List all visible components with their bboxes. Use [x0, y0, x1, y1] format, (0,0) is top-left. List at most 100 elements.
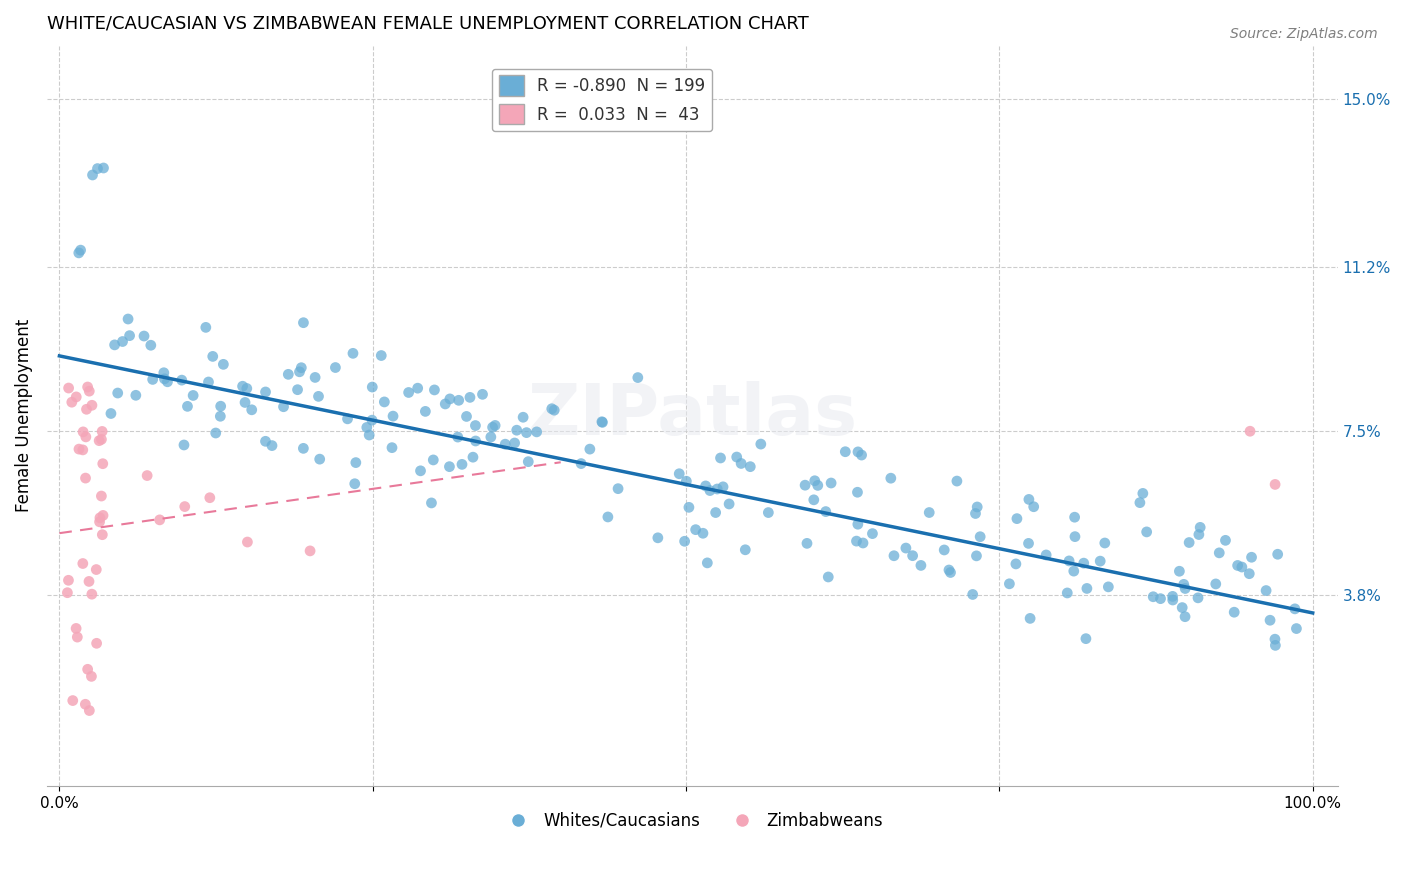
- Point: [1205, 577, 1227, 591]
- Point: [373, 395, 395, 409]
- Point: [76, 380, 98, 394]
- Point: [67, 246, 90, 260]
- Point: [1178, 535, 1201, 549]
- Point: [939, 566, 962, 580]
- Point: [1161, 590, 1184, 604]
- Point: [591, 415, 613, 429]
- Point: [1171, 600, 1194, 615]
- Point: [398, 385, 420, 400]
- Point: [526, 425, 548, 439]
- Point: [65, 390, 87, 404]
- Point: [117, 312, 139, 326]
- Point: [938, 563, 960, 577]
- Point: [447, 393, 470, 408]
- Point: [72, 442, 94, 457]
- Point: [1264, 477, 1286, 491]
- Point: [209, 399, 232, 413]
- Point: [77, 574, 100, 589]
- Point: [292, 442, 315, 456]
- Point: [1097, 580, 1119, 594]
- Point: [814, 505, 837, 519]
- Point: [198, 491, 221, 505]
- Point: [456, 409, 478, 424]
- Point: [299, 544, 322, 558]
- Point: [65, 622, 87, 636]
- Point: [91, 527, 114, 541]
- Point: [80, 587, 103, 601]
- Point: [76, 662, 98, 676]
- Point: [356, 420, 378, 434]
- Point: [706, 482, 728, 496]
- Point: [1187, 591, 1209, 605]
- Point: [277, 368, 299, 382]
- Point: [236, 382, 259, 396]
- Point: [969, 530, 991, 544]
- Point: [104, 338, 127, 352]
- Point: [1142, 590, 1164, 604]
- Point: [156, 375, 179, 389]
- Point: [851, 448, 873, 462]
- Point: [901, 549, 924, 563]
- Point: [136, 468, 159, 483]
- Point: [506, 423, 529, 437]
- Point: [84, 563, 107, 577]
- Point: [89, 511, 111, 525]
- Point: [359, 428, 381, 442]
- Point: [696, 556, 718, 570]
- Point: [201, 350, 224, 364]
- Point: [965, 507, 987, 521]
- Point: [1074, 632, 1097, 646]
- Point: [1056, 586, 1078, 600]
- Point: [1018, 492, 1040, 507]
- Point: [883, 549, 905, 563]
- Point: [58, 381, 80, 395]
- Point: [236, 535, 259, 549]
- Point: [343, 476, 366, 491]
- Point: [695, 479, 717, 493]
- Point: [197, 375, 219, 389]
- Point: [1284, 602, 1306, 616]
- Point: [458, 390, 481, 404]
- Point: [111, 334, 134, 349]
- Point: [212, 357, 235, 371]
- Point: [361, 380, 384, 394]
- Point: [1188, 527, 1211, 541]
- Point: [471, 387, 494, 401]
- Text: WHITE/CAUCASIAN VS ZIMBABWEAN FEMALE UNEMPLOYMENT CORRELATION CHART: WHITE/CAUCASIAN VS ZIMBABWEAN FEMALE UNE…: [46, 15, 808, 33]
- Point: [685, 523, 707, 537]
- Point: [749, 437, 772, 451]
- Point: [90, 489, 112, 503]
- Point: [439, 459, 461, 474]
- Point: [647, 531, 669, 545]
- Point: [62, 693, 84, 707]
- Point: [579, 442, 602, 456]
- Point: [90, 433, 112, 447]
- Point: [846, 517, 869, 532]
- Point: [965, 549, 987, 563]
- Point: [704, 506, 727, 520]
- Point: [517, 455, 540, 469]
- Point: [591, 416, 613, 430]
- Point: [76, 402, 98, 417]
- Point: [142, 372, 165, 386]
- Point: [1076, 582, 1098, 596]
- Point: [173, 500, 195, 514]
- Point: [692, 526, 714, 541]
- Point: [153, 366, 176, 380]
- Point: [1149, 591, 1171, 606]
- Point: [794, 478, 817, 492]
- Point: [72, 557, 94, 571]
- Point: [91, 425, 114, 439]
- Point: [675, 474, 697, 488]
- Point: [89, 515, 111, 529]
- Point: [894, 541, 917, 555]
- Point: [627, 370, 650, 384]
- Point: [204, 425, 226, 440]
- Point: [260, 439, 283, 453]
- Point: [699, 483, 721, 498]
- Point: [846, 485, 869, 500]
- Point: [209, 409, 232, 424]
- Point: [918, 506, 941, 520]
- Point: [447, 430, 470, 444]
- Point: [72, 425, 94, 439]
